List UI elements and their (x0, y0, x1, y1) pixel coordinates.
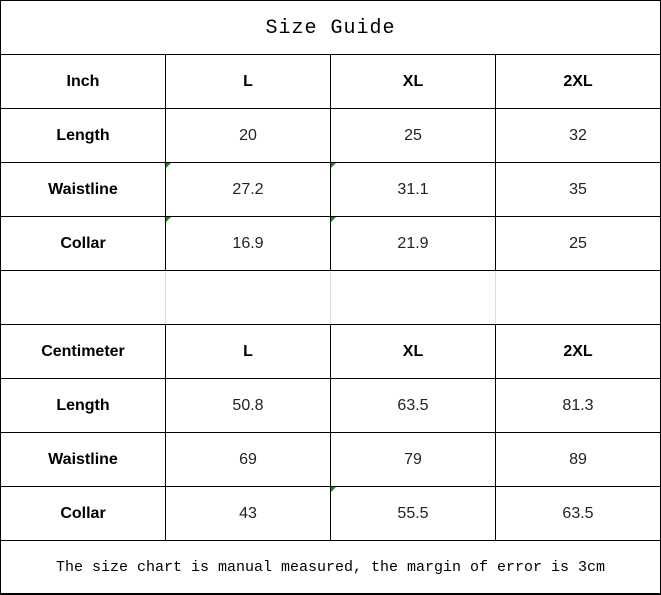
value-cell: 25 (495, 217, 660, 270)
header-cell: XL (330, 325, 495, 378)
header-cell: L (165, 55, 330, 108)
cell-text: Waistline (48, 450, 118, 468)
error-marker-icon (331, 163, 336, 168)
table-title: Size Guide (0, 0, 661, 55)
cell-text: Collar (60, 504, 106, 522)
spacer-row (0, 270, 660, 324)
cell-text: Length (56, 396, 110, 414)
header-cell: L (165, 325, 330, 378)
value-cell: 43 (165, 487, 330, 540)
table-row: Collar 16.9 21.9 25 (0, 216, 660, 270)
value-cell: 81.3 (495, 379, 660, 432)
cell-text: 16.9 (232, 234, 264, 252)
value-cell: 32 (495, 109, 660, 162)
value-cell: 63.5 (495, 487, 660, 540)
value-cell: 55.5 (330, 487, 495, 540)
row-label: Length (0, 109, 165, 162)
cell-text: 43 (239, 504, 257, 522)
value-cell: 20 (165, 109, 330, 162)
row-label: Collar (0, 217, 165, 270)
error-marker-icon (166, 217, 171, 222)
error-marker-icon (166, 163, 171, 168)
row-label: Waistline (0, 163, 165, 216)
cell-text: L (243, 342, 253, 360)
cell-text: 25 (569, 234, 587, 252)
cell-text: 27.2 (232, 180, 264, 198)
header-cell: Inch (0, 55, 165, 108)
cell-text: 63.5 (397, 396, 429, 414)
footer-note: The size chart is manual measured, the m… (0, 540, 661, 595)
error-marker-icon (331, 487, 336, 492)
cell-text: 79 (404, 450, 422, 468)
value-cell: 31.1 (330, 163, 495, 216)
empty-cell (495, 271, 660, 324)
cell-text: 20 (239, 126, 257, 144)
value-cell: 89 (495, 433, 660, 486)
cell-text: Waistline (48, 180, 118, 198)
header-cell: XL (330, 55, 495, 108)
header-cell: 2XL (495, 325, 660, 378)
header-row: Centimeter L XL 2XL (0, 324, 660, 378)
cell-text: 63.5 (562, 504, 594, 522)
cell-text: 2XL (563, 72, 593, 90)
cell-text: 69 (239, 450, 257, 468)
header-cell: 2XL (495, 55, 660, 108)
cell-text: Inch (66, 72, 100, 90)
cell-text: XL (402, 342, 424, 360)
value-cell: 21.9 (330, 217, 495, 270)
cell-text: Length (56, 126, 110, 144)
empty-cell (165, 271, 330, 324)
empty-cell (0, 271, 165, 324)
row-label: Length (0, 379, 165, 432)
cell-text: 89 (569, 450, 587, 468)
table-row: Length 50.8 63.5 81.3 (0, 378, 660, 432)
cell-text: 2XL (563, 342, 593, 360)
cell-text: Centimeter (41, 342, 125, 360)
header-cell: Centimeter (0, 325, 165, 378)
table-row: Waistline 27.2 31.1 35 (0, 162, 660, 216)
row-label: Waistline (0, 433, 165, 486)
empty-cell (330, 271, 495, 324)
header-row: Inch L XL 2XL (0, 54, 660, 108)
cell-text: XL (402, 72, 424, 90)
cell-text: 55.5 (397, 504, 429, 522)
value-cell: 16.9 (165, 217, 330, 270)
cell-text: 35 (569, 180, 587, 198)
value-cell: 35 (495, 163, 660, 216)
cell-text: 81.3 (562, 396, 594, 414)
cell-text: 31.1 (397, 180, 429, 198)
cell-text: 25 (404, 126, 422, 144)
row-label: Collar (0, 487, 165, 540)
cell-text: 21.9 (397, 234, 429, 252)
table-row: Length 20 25 32 (0, 108, 660, 162)
value-cell: 27.2 (165, 163, 330, 216)
value-cell: 25 (330, 109, 495, 162)
error-marker-icon (331, 217, 336, 222)
cell-text: 32 (569, 126, 587, 144)
table-row: Collar 43 55.5 63.5 (0, 486, 660, 540)
cell-text: L (243, 72, 253, 90)
value-cell: 50.8 (165, 379, 330, 432)
cell-text: 50.8 (232, 396, 264, 414)
value-cell: 79 (330, 433, 495, 486)
cell-text: Collar (60, 234, 106, 252)
value-cell: 69 (165, 433, 330, 486)
value-cell: 63.5 (330, 379, 495, 432)
table-row: Waistline 69 79 89 (0, 432, 660, 486)
